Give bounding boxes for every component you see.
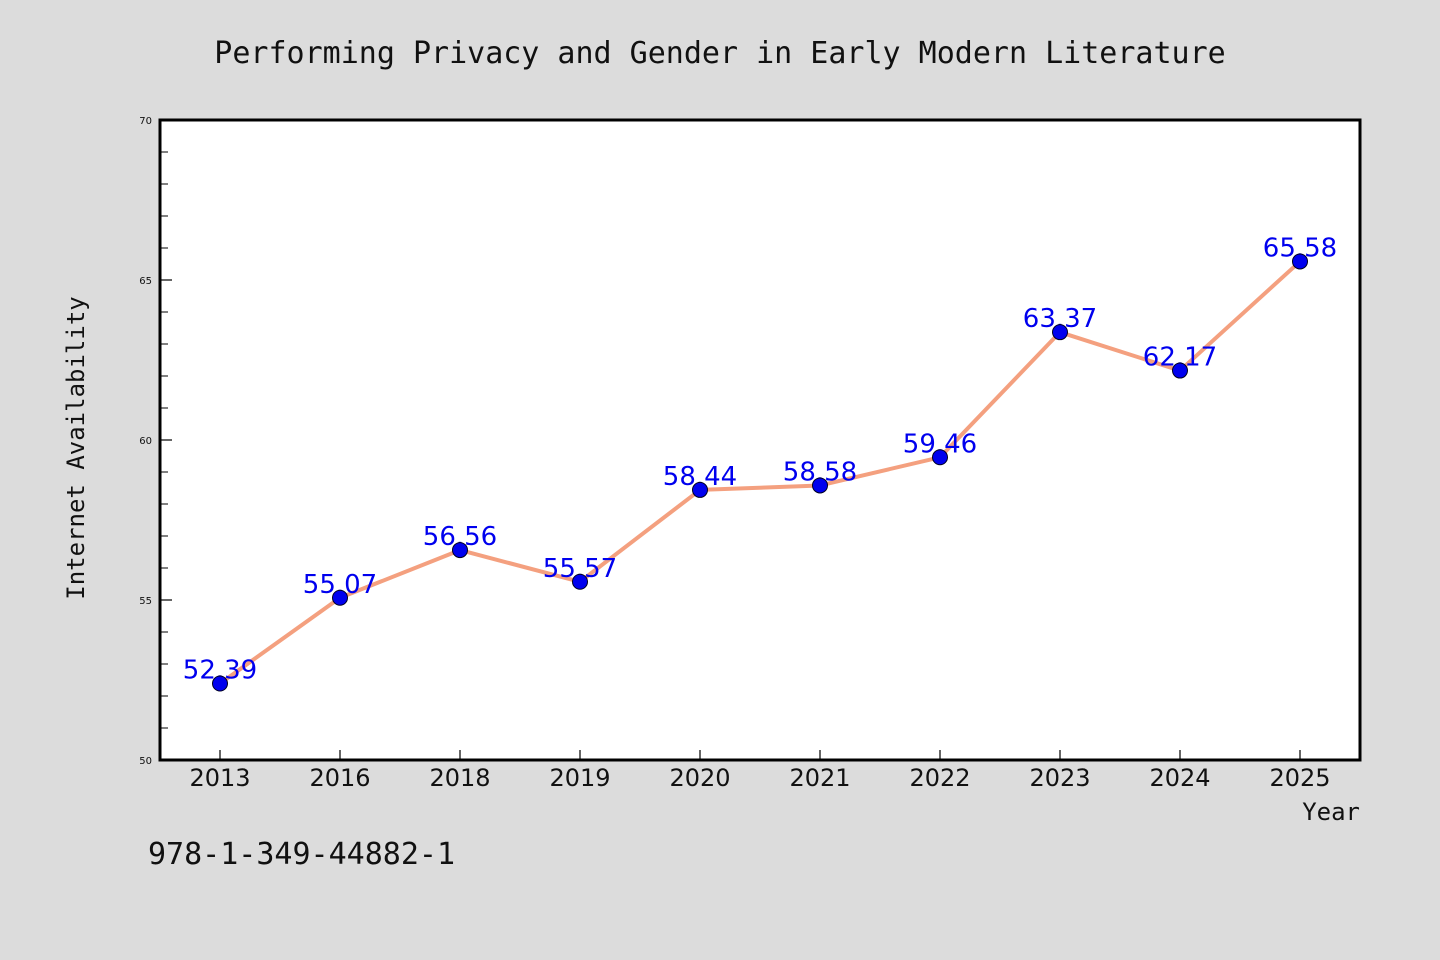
x-tick-label: 2024 [1149, 764, 1210, 792]
data-point [212, 675, 228, 692]
data-point [812, 477, 828, 494]
data-point [452, 542, 468, 559]
x-tick-label: 2020 [669, 764, 730, 792]
y-axis-label: Internet Availability [62, 296, 90, 599]
y-axis-ticks: 50 55 60 65 70 [139, 116, 172, 767]
x-axis-label: Year [1302, 798, 1360, 826]
y-tick-label: 55 [139, 596, 152, 607]
x-tick-label: 2013 [189, 764, 250, 792]
x-tick-label: 2018 [429, 764, 490, 792]
y-tick-label: 70 [139, 116, 152, 127]
y-tick-label: 60 [139, 436, 152, 447]
data-point [572, 573, 588, 590]
data-point [692, 481, 708, 498]
series-line [218, 259, 1302, 686]
x-axis-ticks: 2013 2016 2018 2019 2020 2021 2022 2023 2024 2025 [189, 750, 1331, 792]
x-tick-label: 2022 [909, 764, 970, 792]
data-point [1172, 362, 1188, 379]
x-tick-label: 2019 [549, 764, 610, 792]
y-tick-label: 50 [139, 756, 152, 767]
x-tick-label: 2023 [1029, 764, 1090, 792]
data-point [1052, 324, 1068, 341]
data-point [332, 589, 348, 606]
y-tick-label: 65 [139, 276, 152, 287]
data-point [932, 449, 948, 466]
x-tick-label: 2021 [789, 764, 850, 792]
x-tick-label: 2025 [1269, 764, 1330, 792]
x-tick-label: 2016 [309, 764, 370, 792]
plot-area [158, 118, 1362, 762]
footnote-isbn: 978-1-349-44882-1 [148, 837, 455, 872]
data-point [1292, 253, 1308, 270]
chart-title: Performing Privacy and Gender in Early M… [214, 36, 1225, 71]
